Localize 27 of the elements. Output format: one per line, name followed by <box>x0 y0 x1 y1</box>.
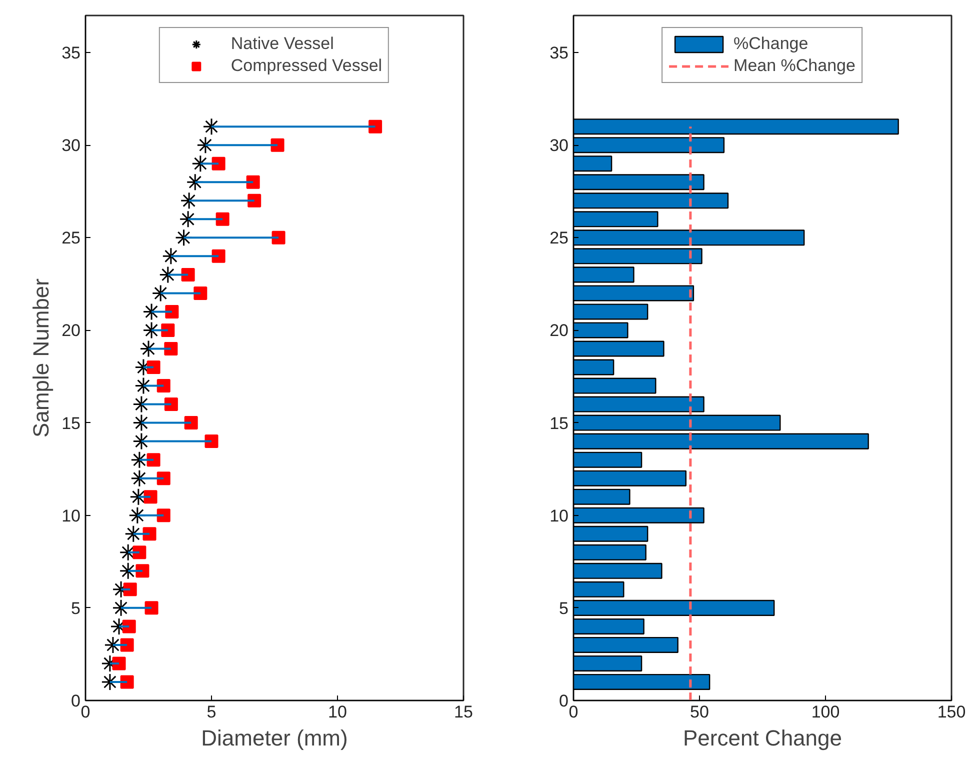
x-tick-label: 5 <box>206 702 216 722</box>
y-axis-title: Sample Number <box>28 278 54 438</box>
legend-label: Mean %Change <box>734 56 856 76</box>
y-tick-label: 35 <box>550 44 569 63</box>
legend-label: %Change <box>734 34 808 54</box>
x-tick-label: 150 <box>937 702 966 722</box>
y-tick-label: 5 <box>559 598 569 618</box>
y-tick-label: 20 <box>62 321 81 340</box>
x-tick-label: 10 <box>328 702 347 722</box>
y-tick-label: 10 <box>550 506 569 526</box>
x-tick-label: 15 <box>454 702 473 722</box>
y-tick-label: 35 <box>62 44 81 63</box>
x-tick-label: 50 <box>690 702 709 722</box>
y-tick-label: 30 <box>550 136 569 156</box>
y-tick-label: 10 <box>62 506 81 526</box>
y-tick-label: 15 <box>550 414 569 433</box>
legend-label: Compressed Vessel <box>230 56 382 76</box>
y-tick-label: 25 <box>550 228 569 248</box>
x-axis-title: Percent Change <box>683 726 842 750</box>
y-tick-label: 5 <box>71 598 81 618</box>
x-axis-title: Diameter (mm) <box>201 726 348 750</box>
legend-label: Native Vessel <box>230 34 334 54</box>
y-tick-label: 25 <box>62 228 81 248</box>
y-tick-label: 30 <box>62 136 81 156</box>
x-tick-label: 100 <box>811 702 840 722</box>
y-tick-label: 15 <box>62 414 81 433</box>
y-tick-label: 20 <box>550 321 569 340</box>
